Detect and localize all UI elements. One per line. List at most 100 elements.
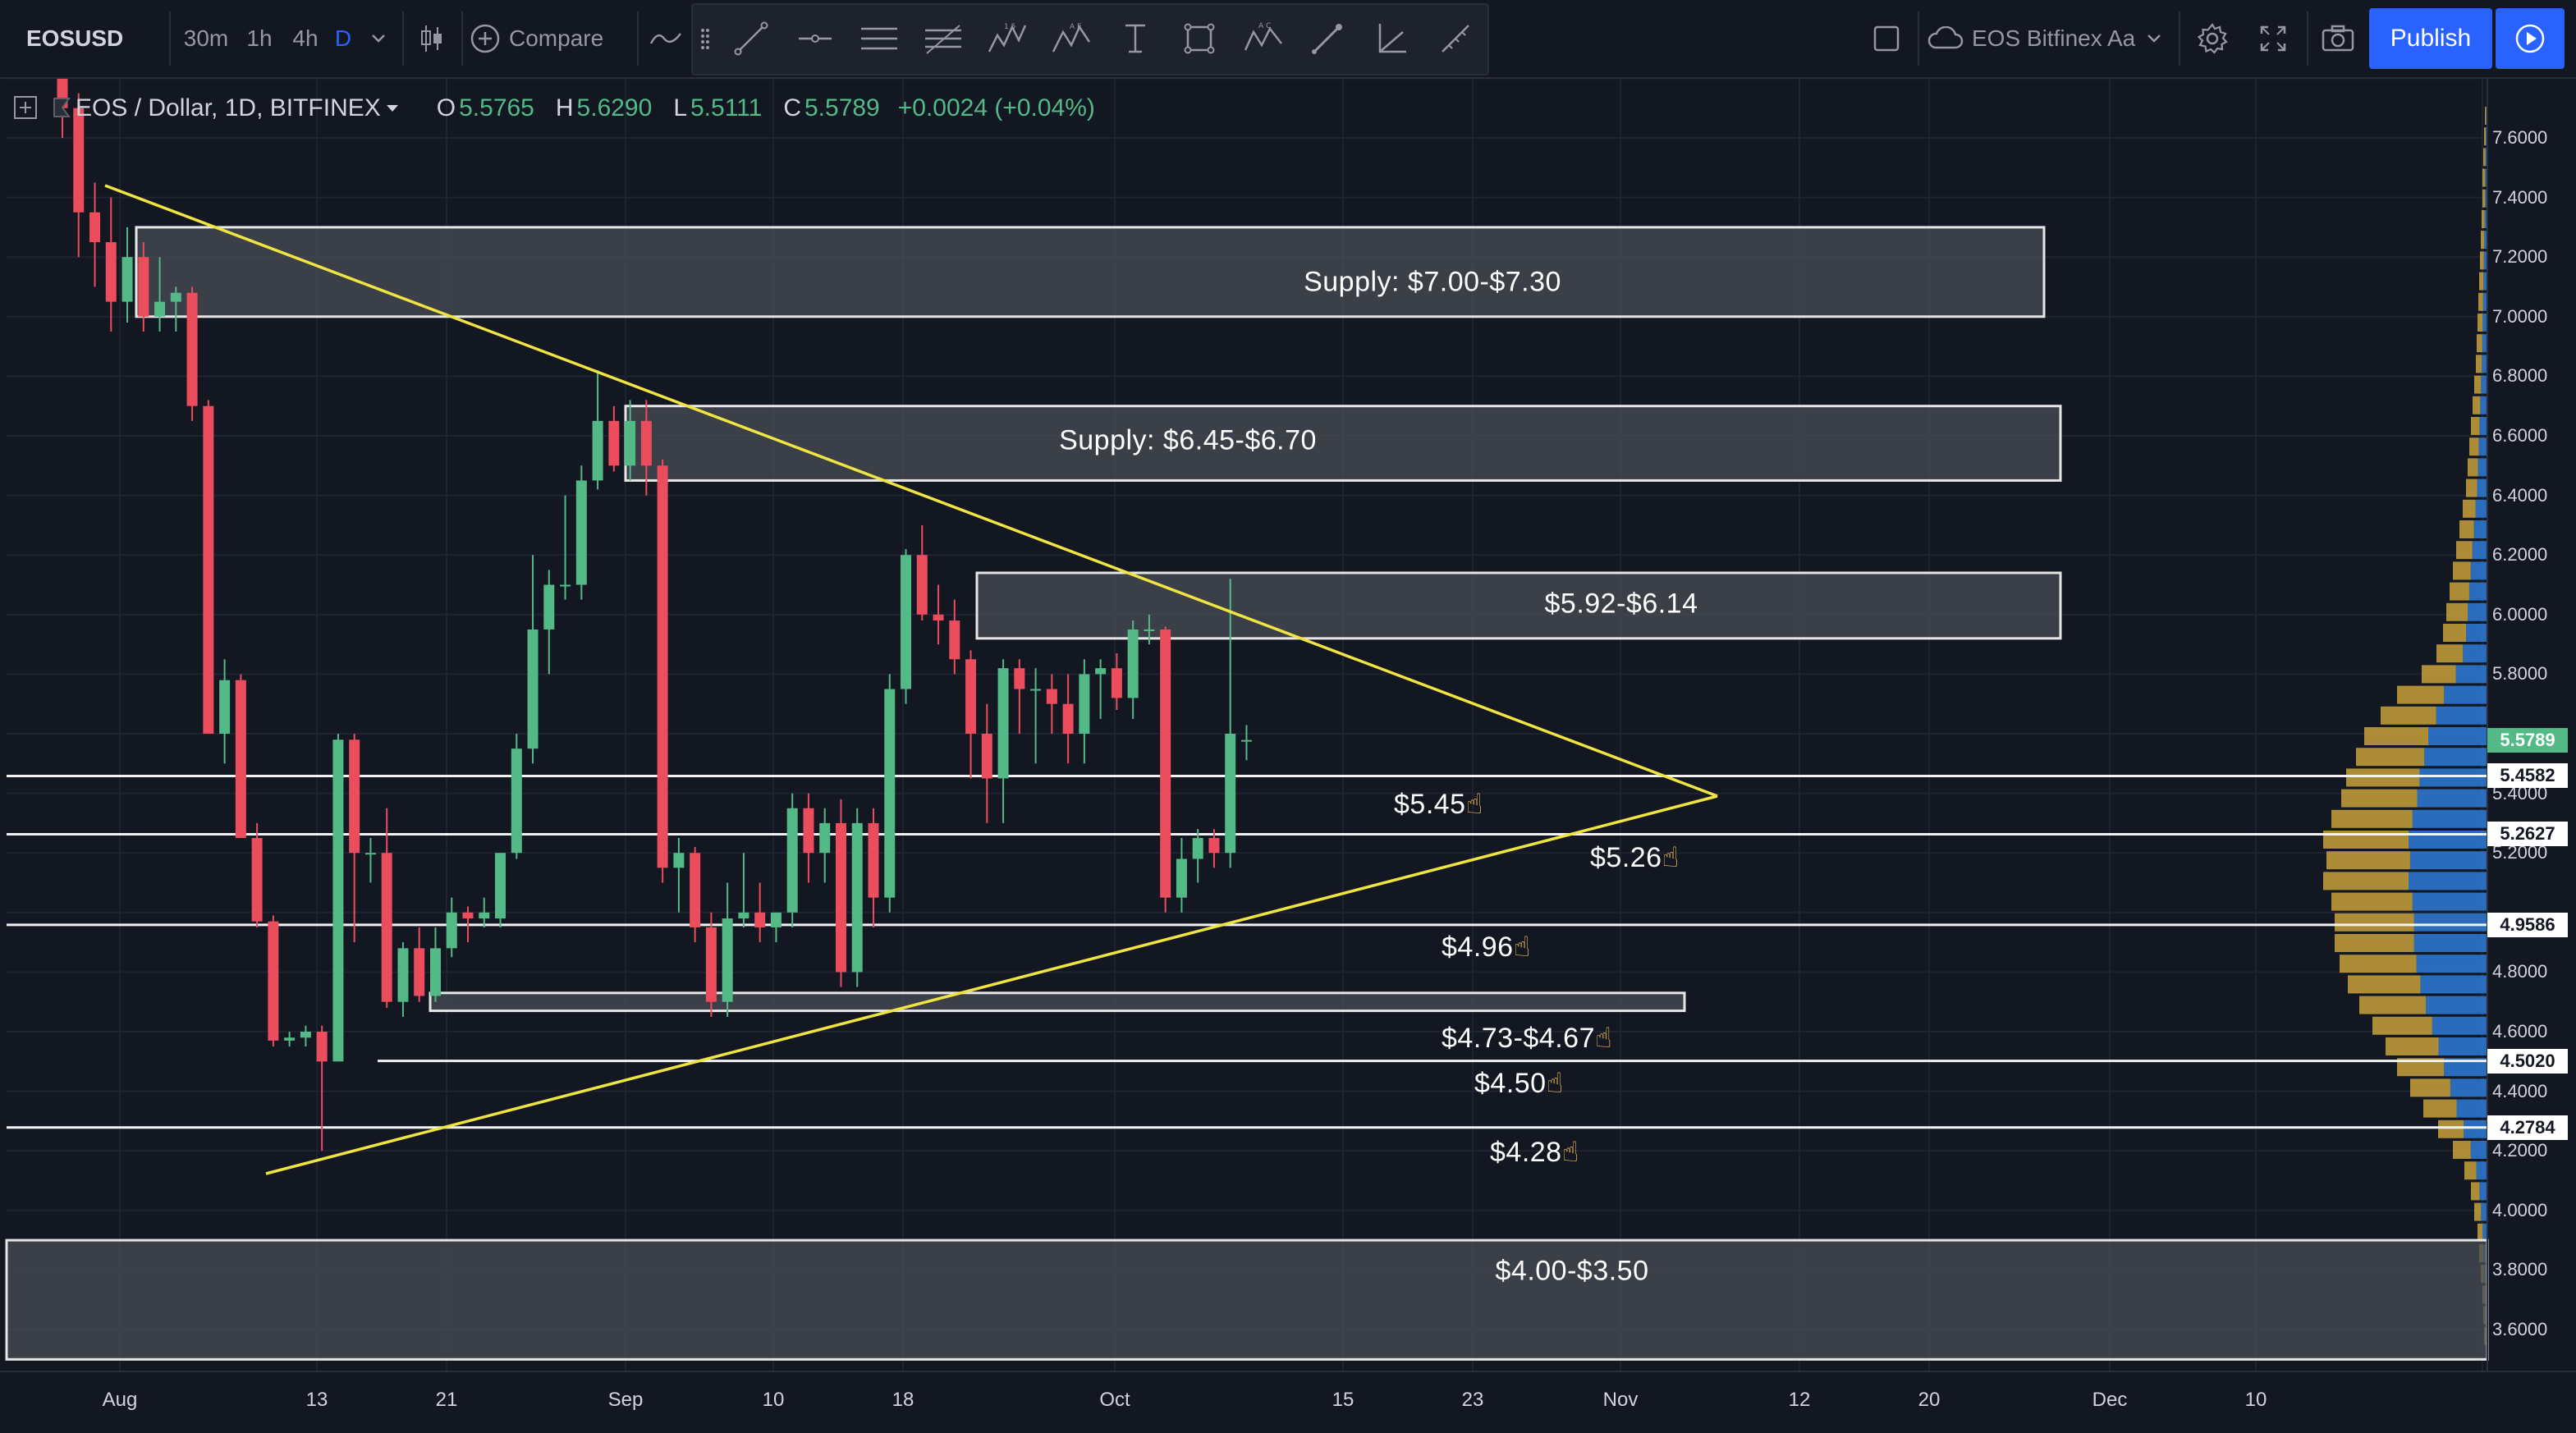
time-axis-label: Oct xyxy=(1099,1389,1130,1411)
legend-title[interactable]: EOS / Dollar, 1D, BITFINEX xyxy=(76,94,381,121)
fullscreen-icon[interactable] xyxy=(2244,0,2302,77)
level-label-526[interactable]: $5.26☝ xyxy=(1590,842,1680,873)
candle-body xyxy=(625,420,636,466)
volume-profile-sell-bar xyxy=(2372,1016,2432,1035)
volume-profile-sell-bar xyxy=(2323,872,2409,890)
candlestick-style-icon[interactable] xyxy=(407,0,456,77)
price-chart-canvas[interactable] xyxy=(0,0,2576,1371)
parallel-channel-tool-icon[interactable] xyxy=(852,11,906,66)
zone-box[interactable] xyxy=(624,405,2062,482)
trend-line-tool-icon[interactable] xyxy=(724,11,778,66)
indicators-icon[interactable] xyxy=(640,0,691,77)
measure-tool-icon[interactable] xyxy=(1428,11,1483,66)
candle-body xyxy=(1079,674,1090,734)
volume-profile-sell-bar xyxy=(2482,210,2485,228)
toolbar-divider xyxy=(402,11,404,66)
candle-body xyxy=(316,1032,328,1062)
volume-profile-sell-bar xyxy=(2471,1182,2480,1201)
zone-label-supply-7[interactable]: Supply: $7.00-$7.30 xyxy=(1304,266,1561,298)
interval-1h[interactable]: 1h xyxy=(246,25,273,51)
interval-4h[interactable]: 4h xyxy=(292,25,319,51)
level-label-473[interactable]: $4.73-$4.67☝ xyxy=(1442,1023,1613,1054)
interval-d[interactable]: D xyxy=(334,25,352,51)
zone-label-400[interactable]: $4.00-$3.50 xyxy=(1495,1255,1649,1287)
xabcd-pattern-tool-icon[interactable]: A C xyxy=(1236,11,1290,66)
volume-profile-buy-bar xyxy=(2482,314,2487,332)
zone-box[interactable] xyxy=(5,1238,2489,1361)
zone-label-592[interactable]: $5.92-$6.14 xyxy=(1544,588,1698,620)
volume-profile-sell-bar xyxy=(2456,541,2473,560)
time-axis-label: 12 xyxy=(1788,1389,1811,1411)
time-axis-label: 15 xyxy=(1332,1389,1354,1411)
volume-profile-sell-bar xyxy=(2331,892,2413,911)
time-axis-label: 13 xyxy=(305,1389,328,1411)
zone-box[interactable] xyxy=(975,571,2062,640)
volume-profile-sell-bar xyxy=(2331,809,2413,828)
interval-30m[interactable]: 30m xyxy=(183,25,229,51)
symbol-search[interactable]: EOSUSD xyxy=(26,25,124,51)
toolbar-divider xyxy=(2179,11,2180,66)
volume-profile-sell-bar xyxy=(2443,624,2467,642)
candle-body xyxy=(754,912,766,927)
candle-body xyxy=(608,420,620,466)
candle-body xyxy=(219,680,231,734)
volume-profile-buy-bar xyxy=(2483,251,2487,270)
level-label-428[interactable]: $4.28☝ xyxy=(1490,1137,1579,1168)
price-tick-label: 4.6000 xyxy=(2492,1021,2548,1042)
price-tick-label: 7.6000 xyxy=(2492,127,2548,148)
legend-expand-icon[interactable] xyxy=(13,95,38,120)
volume-profile-sell-bar xyxy=(2483,148,2486,167)
time-axis-label: 10 xyxy=(2244,1389,2267,1411)
zone-box[interactable] xyxy=(135,226,2046,318)
candle-body xyxy=(235,680,246,839)
volume-profile-sell-bar xyxy=(2335,934,2414,952)
zone-box[interactable] xyxy=(429,991,1686,1013)
trendlines xyxy=(104,184,1718,1175)
compare-button[interactable]: Compare xyxy=(470,0,634,77)
level-label-545[interactable]: $5.45☝ xyxy=(1394,789,1483,820)
legend-dropdown-caret-icon[interactable] xyxy=(386,104,399,112)
candle-body xyxy=(429,948,441,996)
settings-gear-icon[interactable] xyxy=(2184,0,2241,77)
toolbar-divider xyxy=(2307,11,2308,66)
candle-body xyxy=(868,822,879,898)
drag-handle-icon[interactable] xyxy=(693,11,717,66)
horizontal-line-tool-icon[interactable] xyxy=(788,11,842,66)
volume-profile-sell-bar xyxy=(2340,955,2417,973)
layout-selector[interactable]: EOS Bitfinex Aa xyxy=(1926,0,2180,77)
rectangle-tool-icon[interactable] xyxy=(1172,11,1226,66)
candle-body xyxy=(268,921,279,1041)
volume-profile-sell-bar xyxy=(2423,1099,2457,1118)
volume-profile-buy-bar xyxy=(2455,665,2487,684)
fullscreen-select-icon[interactable] xyxy=(1859,0,1914,77)
legend-open-label: O xyxy=(436,94,456,121)
text-tool-icon[interactable] xyxy=(1108,11,1162,66)
camera-snapshot-icon[interactable] xyxy=(2310,0,2366,77)
fib-retracement-tool-icon[interactable] xyxy=(916,11,970,66)
level-label-450[interactable]: $4.50☝ xyxy=(1474,1068,1564,1099)
trendline-descending[interactable] xyxy=(104,184,1718,798)
hand-pointer-icon: ☝ xyxy=(1546,1068,1564,1099)
time-scale[interactable]: Aug 13 21 Sep 10 18 Oct 15 23 Nov 12 20 Dec 10 xyxy=(0,1371,2576,1433)
candle-body xyxy=(673,853,685,868)
interval-dropdown-chevron-icon[interactable] xyxy=(360,0,397,77)
brush-tool-icon[interactable] xyxy=(1300,11,1354,66)
elliott-wave-tool-icon[interactable]: 1 5 xyxy=(980,11,1034,66)
legend-high-label: H xyxy=(555,94,574,121)
candle-body xyxy=(1111,668,1122,698)
abcd-pattern-tool-icon[interactable]: A E xyxy=(1044,11,1098,66)
level-price-tag: 5.2627 xyxy=(2487,822,2568,847)
volume-profile-sell-bar xyxy=(2364,727,2428,745)
publish-button[interactable]: Publish xyxy=(2369,8,2492,69)
level-label-496[interactable]: $4.96☝ xyxy=(1442,932,1531,963)
volume-profile-buy-bar xyxy=(2413,934,2487,952)
volume-profile-sell-bar xyxy=(2422,665,2456,684)
play-replay-icon[interactable] xyxy=(2496,8,2565,69)
volume-profile-buy-bar xyxy=(2483,272,2487,291)
angle-tool-icon[interactable] xyxy=(1364,11,1419,66)
trendline-ascending[interactable] xyxy=(265,794,1718,1175)
zone-label-supply-6[interactable]: Supply: $6.45-$6.70 xyxy=(1059,424,1317,456)
legend-change-value: +0.0024 (+0.04%) xyxy=(897,94,1095,121)
candle-body xyxy=(1160,629,1171,898)
price-tick-label: 4.8000 xyxy=(2492,961,2548,982)
